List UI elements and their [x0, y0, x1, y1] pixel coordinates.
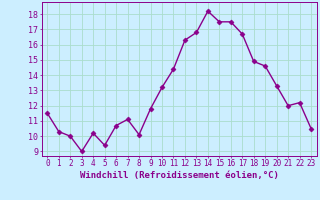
X-axis label: Windchill (Refroidissement éolien,°C): Windchill (Refroidissement éolien,°C)	[80, 171, 279, 180]
